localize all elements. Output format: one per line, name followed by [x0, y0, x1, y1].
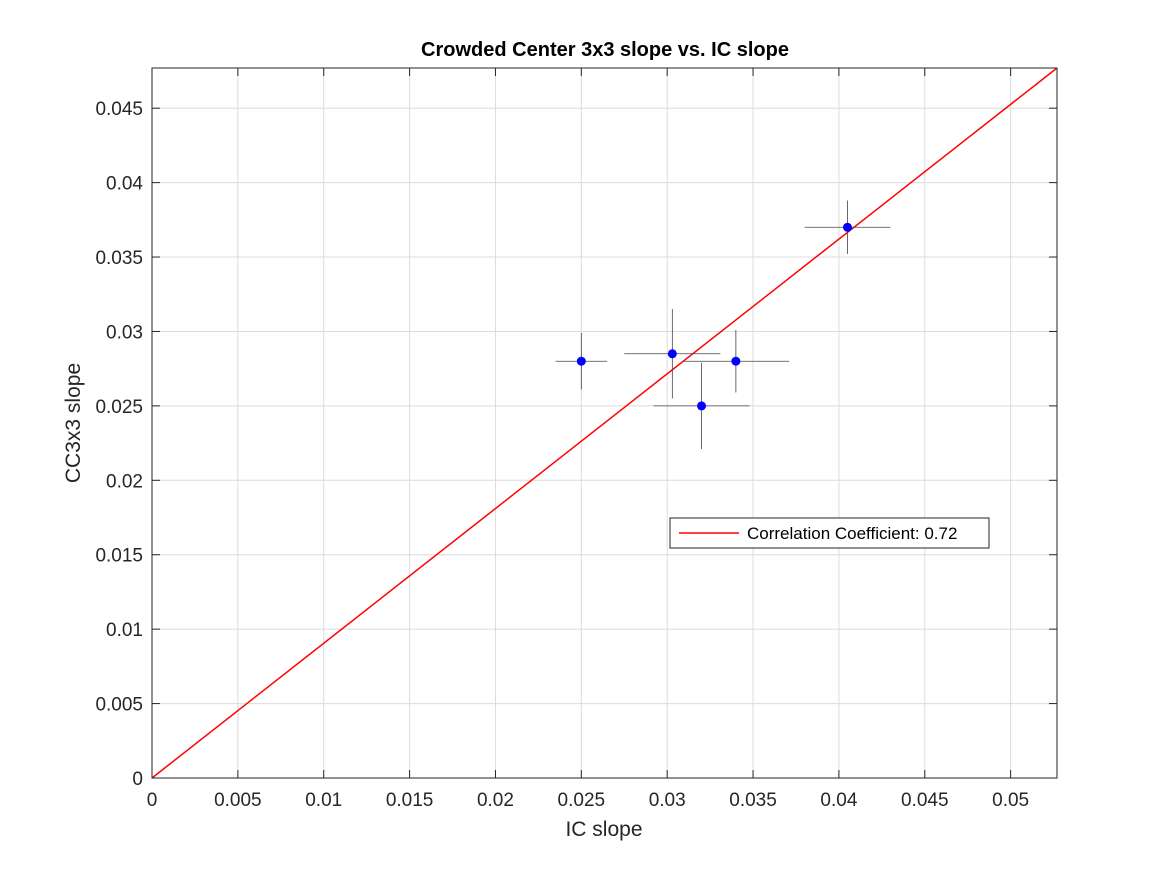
y-tick-label: 0.035: [95, 248, 143, 269]
x-tick-label: 0.05: [992, 790, 1029, 811]
y-tick-label: 0.01: [106, 620, 143, 641]
legend: Correlation Coefficient: 0.72: [669, 517, 990, 549]
x-tick-label: 0.025: [558, 790, 606, 811]
x-tick-label: 0.035: [729, 790, 777, 811]
y-tick-label: 0.025: [95, 397, 143, 418]
y-tick-label: 0.02: [106, 471, 143, 492]
x-tick-label: 0.01: [305, 790, 342, 811]
y-tick-label: 0: [132, 769, 143, 790]
data-point: [667, 349, 677, 359]
tick-layer: 0 0.005 0.01 0.015 0.02 0.025 0.03 0.035 0.04 0.0…: [95, 68, 1057, 811]
x-tick-label: 0.02: [477, 790, 514, 811]
y-tick-label: 0.015: [95, 546, 143, 567]
legend-label: Correlation Coefficient: 0.72: [747, 524, 957, 543]
y-tick-label: 0.005: [95, 695, 143, 716]
x-tick-label: 0: [147, 790, 158, 811]
y-axis-label: CC3x3 slope: [62, 363, 85, 483]
data-point: [842, 222, 852, 232]
x-axis-label: IC slope: [565, 818, 642, 841]
points-layer: [576, 222, 852, 411]
correlation-fit-line: [151, 67, 1058, 779]
y-tick-label: 0.04: [106, 174, 143, 195]
x-tick-label: 0.045: [901, 790, 949, 811]
y-tick-label: 0.045: [95, 99, 143, 120]
y-tick-label: 0.03: [106, 322, 143, 343]
data-point: [731, 356, 741, 366]
x-tick-label: 0.04: [820, 790, 857, 811]
x-tick-label: 0.03: [649, 790, 686, 811]
chart-title: Crowded Center 3x3 slope vs. IC slope: [421, 39, 789, 61]
x-tick-label: 0.005: [214, 790, 262, 811]
plot-frame: [151, 67, 1058, 779]
fit-line-layer: [151, 67, 1058, 779]
data-point: [697, 401, 707, 411]
data-point: [576, 356, 586, 366]
x-tick-label: 0.015: [386, 790, 434, 811]
